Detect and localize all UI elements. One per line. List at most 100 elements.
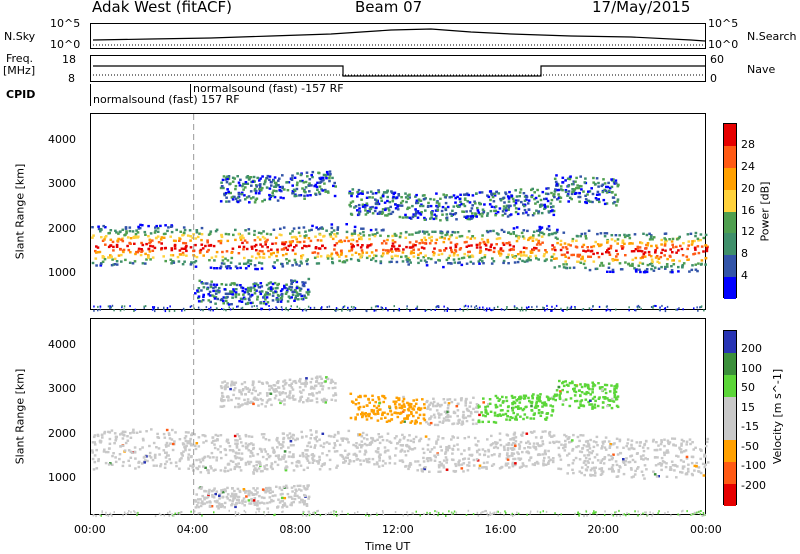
power-cell [293, 176, 297, 179]
velocity-cell [551, 459, 555, 463]
power-cell [504, 191, 507, 194]
velocity-cell [528, 399, 531, 403]
power-cell [399, 201, 403, 205]
velocity-cell [203, 455, 207, 459]
ground-scatter-cell [637, 304, 640, 307]
power-cell [258, 187, 261, 191]
velocity-cell [488, 398, 492, 401]
power-cell [607, 262, 611, 265]
velocity-cell [310, 433, 313, 436]
velocity-cell [104, 461, 108, 465]
velocity-cell [464, 416, 468, 419]
velocity-cell [141, 446, 144, 449]
power-cell [244, 229, 247, 232]
velocity-cell [476, 410, 479, 414]
velocity-cell [286, 434, 289, 437]
power-cell [655, 255, 659, 258]
velocity-cell [189, 437, 192, 441]
power-cell [322, 173, 326, 177]
velocity-cell [349, 416, 353, 420]
velocity-cell [486, 405, 490, 408]
velocity-cell [548, 430, 552, 434]
velocity-cell [513, 433, 516, 436]
power-cell [490, 192, 493, 195]
power-cell [405, 258, 409, 261]
power-cell [547, 210, 551, 213]
velocity-cell [184, 439, 188, 443]
velocity-cell [201, 500, 204, 503]
power-cell [563, 242, 567, 245]
ground-scatter-cell [251, 305, 253, 308]
power-cell [350, 234, 354, 237]
velocity-cell [463, 437, 467, 440]
power-cell [497, 192, 501, 195]
velocity-cell [498, 452, 502, 456]
velocity-cell [506, 452, 509, 455]
power-cell [145, 258, 148, 261]
power-cell [286, 248, 289, 251]
power-cell [95, 251, 98, 254]
power-cell [515, 239, 519, 243]
velocity-cell [223, 385, 227, 389]
velocity-cell [593, 474, 597, 477]
velocity-cell [210, 467, 213, 470]
power-cell [100, 236, 103, 239]
velocity-cell [626, 438, 630, 441]
power-cell [445, 194, 448, 197]
power-cell [349, 257, 353, 261]
velocity-cell [142, 439, 145, 442]
power-cell [381, 208, 385, 211]
power-cell [382, 248, 385, 252]
power-cell [394, 247, 397, 251]
velocity-cell [433, 454, 436, 457]
velocity-cell [283, 456, 286, 459]
velocity-cell [357, 433, 360, 436]
power-cell [290, 282, 293, 285]
power-cell [253, 239, 257, 242]
power-cell [694, 263, 697, 266]
velocity-cell [677, 455, 680, 458]
power-cell [115, 263, 119, 266]
velocity-cell [284, 469, 288, 472]
power-cell [421, 194, 425, 197]
power-cell [458, 204, 462, 207]
power-cell [174, 239, 177, 243]
velocity-cell [432, 413, 436, 416]
velocity-cell [394, 454, 397, 457]
ground-scatter-cell [492, 308, 494, 311]
velocity-cell [245, 495, 248, 498]
power-cell [249, 286, 253, 289]
power-cell [467, 193, 470, 197]
velocity-cell [407, 464, 411, 468]
power-cell [613, 200, 616, 204]
power-cell [652, 269, 656, 272]
velocity-cell [266, 501, 269, 505]
power-cell [569, 175, 572, 178]
power-cell [446, 230, 450, 233]
velocity-cell [296, 465, 299, 468]
velocity-cell [302, 401, 305, 404]
power-cell [202, 293, 205, 297]
velocity-cell [113, 442, 116, 445]
power-cell [224, 178, 228, 181]
power-cell [350, 192, 354, 196]
velocity-cell [617, 468, 621, 472]
velocity-cell [496, 413, 500, 417]
ground-scatter-cell [152, 306, 154, 309]
velocity-cell [527, 396, 530, 400]
power-cell [606, 240, 610, 243]
ground-scatter-cell [528, 306, 530, 309]
velocity-cell [615, 404, 619, 408]
power-cell [436, 208, 440, 212]
power-cell [540, 204, 544, 207]
power-cell [689, 232, 693, 235]
power-cell [276, 298, 280, 302]
power-cell [121, 239, 125, 243]
velocity-cell [197, 486, 201, 490]
velocity-cell [493, 414, 497, 417]
velocity-cell [281, 455, 284, 459]
power-cell [631, 242, 634, 245]
velocity-cell [268, 454, 272, 458]
velocity-cell [109, 462, 112, 465]
ground-scatter-cell [628, 309, 630, 312]
